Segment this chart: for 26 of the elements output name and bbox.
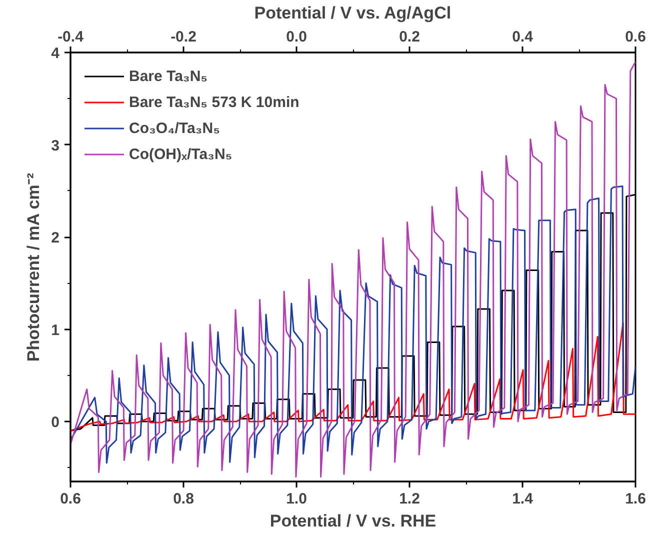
y-tick-label: 4 xyxy=(51,45,60,62)
x-tick-label: 0.8 xyxy=(173,490,194,508)
x2-tick-label: -0.2 xyxy=(170,28,196,46)
x-tick-label: 0.6 xyxy=(60,490,81,508)
x-tick-label: 1.6 xyxy=(625,490,646,508)
y-tick-label: 2 xyxy=(51,230,60,247)
x-tick-label: 1.2 xyxy=(399,490,420,508)
y-tick-label: 3 xyxy=(51,137,60,154)
x2-tick-label: 0.0 xyxy=(286,28,307,46)
x-tick-label: 1.0 xyxy=(286,490,307,508)
x-axis-title: Potential / V vs. RHE xyxy=(270,512,436,530)
x2-tick-label: 0.6 xyxy=(625,28,646,46)
y-tick-label: 1 xyxy=(51,322,60,339)
legend-label: Bare Ta₃N₅ xyxy=(129,68,208,84)
line-series xyxy=(70,60,636,478)
y-tick-label: 0 xyxy=(51,414,60,432)
line-series xyxy=(70,322,636,432)
legend-label: Bare Ta₃N₅ 573 K 10min xyxy=(129,94,300,110)
legend-label: Co(OH)ₓ/Ta₃N₅ xyxy=(129,146,232,162)
legend-label: Co₃O₄/Ta₃N₅ xyxy=(129,120,220,136)
x2-tick-label: 0.2 xyxy=(399,28,420,46)
x2-tick-label: 0.4 xyxy=(512,28,534,46)
x-tick-label: 1.4 xyxy=(512,490,534,508)
y-axis-title: Photocurrent / mA cm⁻² xyxy=(24,172,44,362)
x2-tick-label: -0.4 xyxy=(58,28,84,46)
x2-axis-title: Potential / V vs. Ag/AgCl xyxy=(254,4,452,22)
